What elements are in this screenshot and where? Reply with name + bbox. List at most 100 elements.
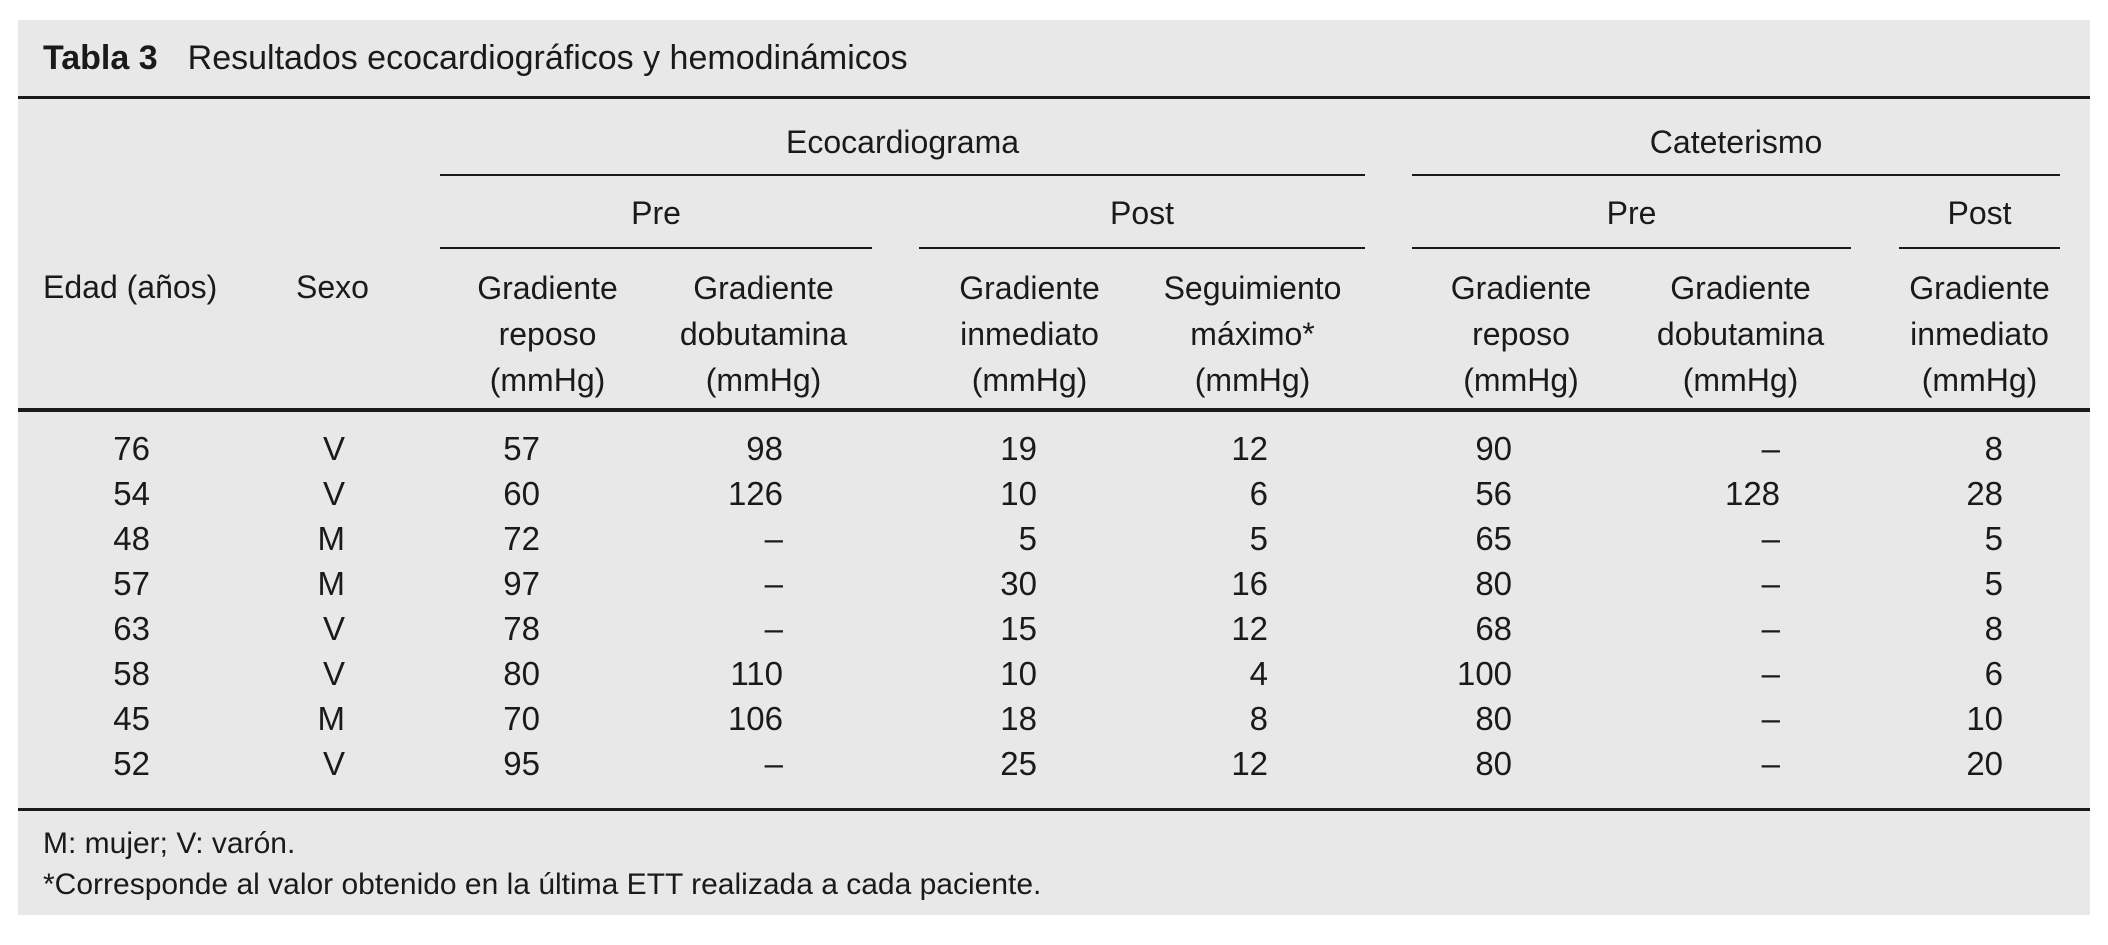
table-cell: 10: [1966, 700, 2004, 737]
table-cell: –: [1761, 520, 1781, 557]
spacer-cell: [1365, 471, 1412, 516]
table-cell: 12: [1231, 745, 1269, 782]
table-cell: 30: [1000, 565, 1037, 602]
spacer-cell: [1851, 741, 1899, 786]
table-cell: 6: [1984, 655, 2004, 692]
table-cell: 10: [1000, 655, 1037, 692]
table-cell: 28: [1966, 475, 2004, 512]
table-cell: 126: [727, 475, 783, 512]
spacer-cell: [1365, 696, 1412, 741]
table-cell: 6: [1249, 475, 1269, 512]
table-cell: 65: [1475, 520, 1513, 557]
spacer-cell: [872, 471, 919, 516]
column-header-cat-gradiente-reposo: Gradiente reposo (mmHg): [1412, 248, 1631, 412]
spacer-cell: [1851, 696, 1899, 741]
table-row: 57 M 97 – 30 16 80 – 5: [18, 561, 2090, 606]
table-cell: 52: [113, 745, 150, 782]
table-cell: –: [1761, 610, 1781, 647]
table-cell: –: [764, 745, 783, 782]
table-cell: –: [764, 610, 783, 647]
table-cell: 15: [1000, 610, 1037, 647]
table-cell: –: [764, 520, 783, 557]
subgroup-eco-post: Post: [919, 175, 1366, 249]
table-cell: 90: [1475, 430, 1513, 467]
column-header-row: Edad (años) Sexo Gradiente reposo (mmHg)…: [18, 248, 2091, 412]
table-row: 45 M 70 106 18 8 80 – 10: [18, 696, 2090, 741]
spacer-cell: [18, 175, 440, 248]
table-cell: 100: [1456, 655, 1513, 692]
table-caption: Tabla 3 Resultados ecocardiográficos y h…: [18, 20, 2090, 99]
spacer-cell: [1851, 651, 1899, 696]
table-cell: 16: [1231, 565, 1269, 602]
table-cell: –: [1761, 430, 1781, 467]
table-row: 48 M 72 – 5 5 65 – 5: [18, 516, 2090, 561]
table-cell: 54: [113, 475, 150, 512]
table-cell: 128: [1724, 475, 1781, 512]
spacer-cell: [2060, 651, 2090, 696]
spacer-cell: [1851, 471, 1899, 516]
table-cell: 98: [746, 430, 783, 467]
table-cell: –: [1761, 745, 1781, 782]
spacer-cell: [872, 606, 919, 651]
spacer-cell: [1851, 248, 1900, 412]
table-cell: 60: [503, 475, 540, 512]
table-cell: 19: [1000, 430, 1037, 467]
table-row: 52 V 95 – 25 12 80 – 20: [18, 741, 2090, 786]
table-cell: 5: [1018, 520, 1037, 557]
table-cell: 18: [1000, 700, 1037, 737]
spacer-cell: [2060, 696, 2090, 741]
spacer-cell: [1365, 99, 1412, 175]
spacer-cell: [1365, 561, 1412, 606]
spacer-cell: [2060, 99, 2090, 175]
table-cell: 97: [503, 565, 540, 602]
spacer-cell: [872, 410, 919, 471]
table-cell: 20: [1966, 745, 2004, 782]
column-header-sexo: Sexo: [280, 248, 440, 412]
table-cell: 8: [1249, 700, 1269, 737]
table-cell: 12: [1231, 430, 1269, 467]
table-cell: V: [322, 610, 345, 647]
table-cell: 48: [113, 520, 150, 557]
table-cell: 4: [1249, 655, 1269, 692]
spacer-cell: [1365, 248, 1413, 412]
spacer-cell: [18, 99, 440, 175]
spacer-cell: [1851, 410, 1899, 471]
spacer-cell: [1365, 410, 1412, 471]
spacer-cell: [1365, 741, 1412, 786]
table-cell: 12: [1231, 610, 1269, 647]
results-table: Ecocardiograma Cateterismo Pre Post Pre …: [18, 99, 2091, 786]
table-cell: 56: [1475, 475, 1513, 512]
subgroup-eco-pre: Pre: [440, 175, 872, 249]
column-header-eco-gradiente-reposo: Gradiente reposo (mmHg): [440, 248, 655, 412]
table-cell: 5: [1984, 565, 2004, 602]
table-cell: 8: [1984, 430, 2004, 467]
table-row: 54 V 60 126 10 6 56 128 28: [18, 471, 2090, 516]
column-header-cat-gradiente-dobutamina: Gradiente dobutamina (mmHg): [1630, 248, 1852, 412]
table-header: Ecocardiograma Cateterismo Pre Post Pre …: [18, 99, 2091, 412]
table-cell: –: [1761, 700, 1781, 737]
spacer-cell: [2060, 741, 2090, 786]
table-panel: Tabla 3 Resultados ecocardiográficos y h…: [18, 20, 2091, 915]
subgroup-header-row: Pre Post Pre Post: [18, 175, 2090, 249]
table-row: 63 V 78 – 15 12 68 – 8: [18, 606, 2090, 651]
table-number-label: Tabla 3: [43, 38, 158, 77]
column-header-seguimiento-maximo: Seguimiento máximo* (mmHg): [1140, 248, 1366, 412]
footnote-asterisk: *Corresponde al valor obtenido en la últ…: [43, 868, 1042, 901]
table-cell: M: [317, 520, 346, 557]
table-cell: 78: [503, 610, 540, 647]
table-cell: 57: [113, 565, 150, 602]
spacer-cell: [872, 248, 919, 412]
group-header-row: Ecocardiograma Cateterismo: [18, 99, 2090, 176]
spacer-cell: [1365, 606, 1412, 651]
column-header-cat-gradiente-inmediato: Gradiente inmediato (mmHg): [1899, 248, 2061, 412]
table-cell: 5: [1249, 520, 1269, 557]
spacer-cell: [2060, 606, 2090, 651]
spacer-cell: [2060, 410, 2090, 471]
table-cell: 25: [1000, 745, 1037, 782]
table-cell: 80: [1475, 745, 1513, 782]
table-cell: 63: [113, 610, 150, 647]
footnote-abbreviations: M: mujer; V: varón.: [43, 827, 296, 860]
table-cell: 45: [113, 700, 150, 737]
table-cell: 95: [503, 745, 540, 782]
spacer-cell: [1365, 651, 1412, 696]
